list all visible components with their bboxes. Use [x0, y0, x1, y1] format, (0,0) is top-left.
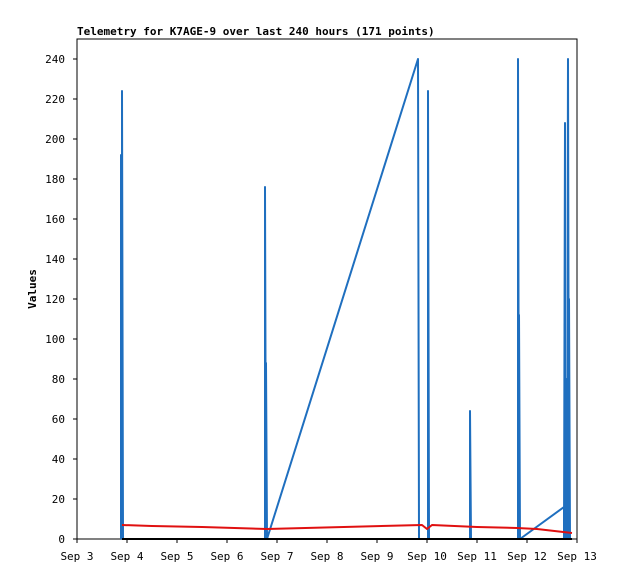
series-line-1: [120, 58, 571, 540]
series-line-2: [121, 524, 573, 534]
x-tick-label: Sep 10: [407, 550, 447, 563]
y-tick-label: 80: [52, 373, 65, 386]
x-tick-label: Sep 8: [310, 550, 343, 563]
plot-frame: [76, 38, 578, 540]
y-tick-label: 240: [45, 53, 65, 66]
y-tick-label: 40: [52, 453, 65, 466]
y-tick-label: 200: [45, 133, 65, 146]
y-axis-label: Values: [26, 269, 39, 309]
plot-area: [76, 38, 578, 540]
y-tick-label: 180: [45, 173, 65, 186]
x-tick-label: Sep 9: [360, 550, 393, 563]
x-tick-label: Sep 5: [160, 550, 193, 563]
y-tick-label: 160: [45, 213, 65, 226]
chart-title: Telemetry for K7AGE-9 over last 240 hour…: [77, 25, 435, 38]
y-tick-label: 220: [45, 93, 65, 106]
y-tick-label: 120: [45, 293, 65, 306]
y-axis: 0 20 40 60 80 100 120 140 160 180 200 220 240: [45, 53, 77, 546]
x-tick-label: Sep 6: [210, 550, 243, 563]
x-tick-label: Sep 3: [60, 550, 93, 563]
x-tick-label: Sep 13: [557, 550, 597, 563]
y-tick-label: 20: [52, 493, 65, 506]
series-layer: [120, 58, 573, 540]
x-tick-label: Sep 7: [260, 550, 293, 563]
y-tick-label: 100: [45, 333, 65, 346]
x-tick-label: Sep 11: [457, 550, 497, 563]
x-tick-label: Sep 4: [110, 550, 143, 563]
x-tick-label: Sep 12: [507, 550, 547, 563]
y-tick-label: 140: [45, 253, 65, 266]
y-tick-label: 0: [58, 533, 65, 546]
x-axis: Sep 3 Sep 4 Sep 5 Sep 6 Sep 7 Sep 8 Sep 9 Sep 1…: [60, 539, 597, 563]
y-tick-label: 60: [52, 413, 65, 426]
